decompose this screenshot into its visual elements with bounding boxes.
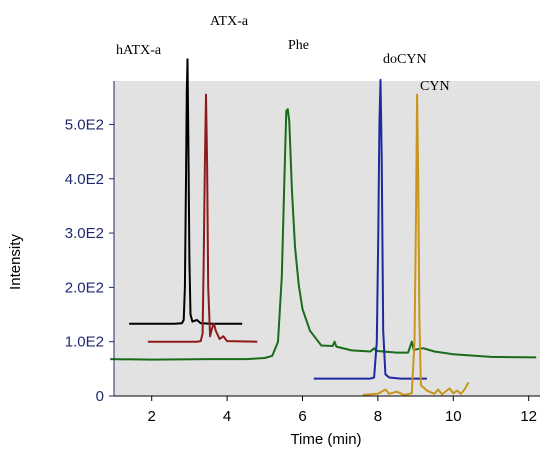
series-line-hatx-a bbox=[129, 58, 243, 325]
y-tick-label: 1.0E2 bbox=[65, 334, 104, 351]
x-tick-label: 6 bbox=[298, 408, 306, 425]
y-tick-label: 5.0E2 bbox=[65, 116, 104, 133]
x-axis-title: Time (min) bbox=[290, 431, 361, 448]
y-tick-label: 0 bbox=[96, 388, 104, 405]
x-tick-label: 8 bbox=[374, 408, 382, 425]
y-tick-label: 3.0E2 bbox=[65, 225, 104, 242]
peak-label-cyn: CYN bbox=[420, 79, 450, 94]
x-tick-label: 10 bbox=[445, 408, 462, 425]
peak-label-hatx-a: hATX-a bbox=[116, 43, 162, 58]
series-line-cyn bbox=[362, 93, 470, 396]
series-layer bbox=[110, 58, 537, 396]
y-axis-title: Intensity bbox=[7, 234, 24, 290]
series-line-phe bbox=[110, 108, 537, 361]
series-line-docyn bbox=[313, 78, 427, 380]
plot-area-background bbox=[114, 81, 540, 396]
series-line-atx-a bbox=[147, 93, 258, 343]
x-tick-label: 4 bbox=[223, 408, 231, 425]
axes-layer: 2 4 6 8 10 12 0 1.0E2 2.0E2 3.0E2 4.0E2 5.0E2 bbox=[65, 81, 540, 425]
y-tick-label: 4.0E2 bbox=[65, 171, 104, 188]
x-tick-label: 2 bbox=[148, 408, 156, 425]
peak-labels-layer: hATX-a ATX-a Phe doCYN CYN bbox=[116, 14, 450, 94]
x-tick-label: 12 bbox=[520, 408, 537, 425]
peak-label-docyn: doCYN bbox=[383, 52, 427, 67]
peak-label-atx-a: ATX-a bbox=[210, 14, 249, 29]
y-tick-label: 2.0E2 bbox=[65, 279, 104, 296]
peak-label-phe: Phe bbox=[288, 38, 309, 53]
